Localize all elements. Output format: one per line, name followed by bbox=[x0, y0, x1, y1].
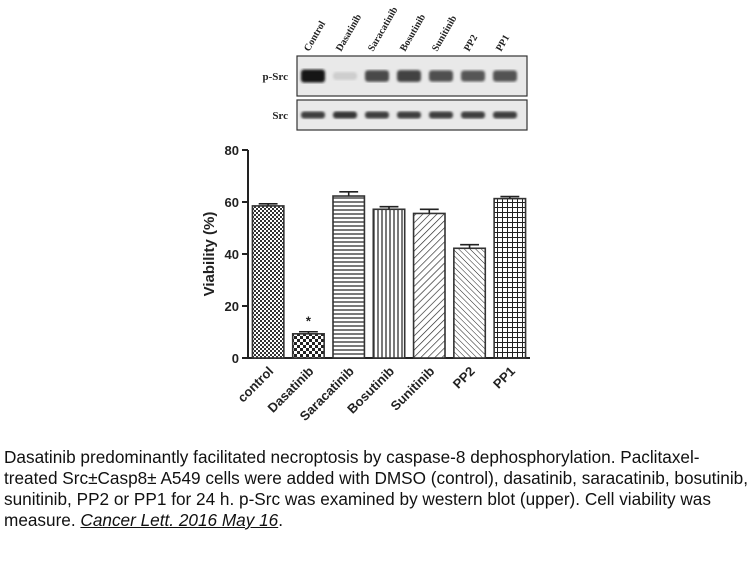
bar-dasatinib bbox=[291, 333, 325, 359]
bar-saracatinib bbox=[332, 195, 366, 359]
caption-text: Dasatinib predominantly facilitated necr… bbox=[4, 447, 748, 530]
significance-mark: * bbox=[306, 314, 312, 329]
x-tick-label: PP2 bbox=[450, 364, 478, 392]
blot-row-label: p-Src bbox=[263, 71, 289, 83]
lane-label: Bosutinib bbox=[398, 12, 428, 54]
bar-chart: Viability (%) 0 20 40 60 80 controlDasatinib… bbox=[201, 143, 530, 424]
blot-band bbox=[493, 70, 517, 82]
blot-band bbox=[397, 70, 421, 82]
y-axis-title: Viability (%) bbox=[201, 212, 218, 297]
lane-label: Saracatinib bbox=[366, 5, 400, 54]
y-tick-label: 40 bbox=[225, 247, 239, 262]
lane-label: Sunitinib bbox=[430, 13, 459, 53]
caption-end: . bbox=[278, 510, 283, 530]
blot-band bbox=[301, 111, 325, 119]
bar-pp1 bbox=[493, 197, 527, 359]
blot-band bbox=[333, 72, 357, 80]
lane-label: Control bbox=[302, 19, 328, 53]
lane-label: PP2 bbox=[462, 33, 480, 53]
bar-pp2 bbox=[453, 247, 487, 359]
blot-band bbox=[397, 111, 421, 119]
y-tick-label: 20 bbox=[225, 299, 239, 314]
blot-band bbox=[461, 70, 485, 82]
blot-band bbox=[429, 111, 453, 119]
bar-sunitinib bbox=[412, 212, 446, 359]
y-axis: 0 20 40 60 80 bbox=[225, 143, 249, 366]
figure-caption: Dasatinib predominantly facilitated necr… bbox=[4, 447, 752, 531]
bar-control bbox=[251, 205, 285, 359]
blot-band bbox=[493, 111, 517, 119]
bars bbox=[251, 191, 527, 359]
blot-row-label: Src bbox=[272, 110, 288, 122]
blot-band bbox=[333, 111, 357, 119]
citation-link[interactable]: Cancer Lett. 2016 May 16 bbox=[80, 510, 279, 530]
lane-label: PP1 bbox=[494, 33, 512, 53]
blot-band bbox=[365, 70, 389, 82]
annotations: * bbox=[306, 314, 312, 329]
lane-label: Dasatinib bbox=[334, 12, 364, 53]
y-tick-label: 0 bbox=[232, 351, 239, 366]
blot-band bbox=[429, 70, 453, 82]
bar-bosutinib bbox=[372, 208, 406, 359]
blot-band bbox=[301, 69, 325, 83]
blot-band bbox=[461, 111, 485, 119]
x-tick-label: Sunitinib bbox=[387, 363, 437, 413]
y-tick-label: 80 bbox=[225, 143, 239, 158]
x-tick-label: PP1 bbox=[490, 364, 518, 392]
x-axis: controlDasatinibSaracatinibBosutinibSuni… bbox=[235, 357, 530, 424]
y-tick-label: 60 bbox=[225, 195, 239, 210]
blot-band bbox=[365, 111, 389, 119]
